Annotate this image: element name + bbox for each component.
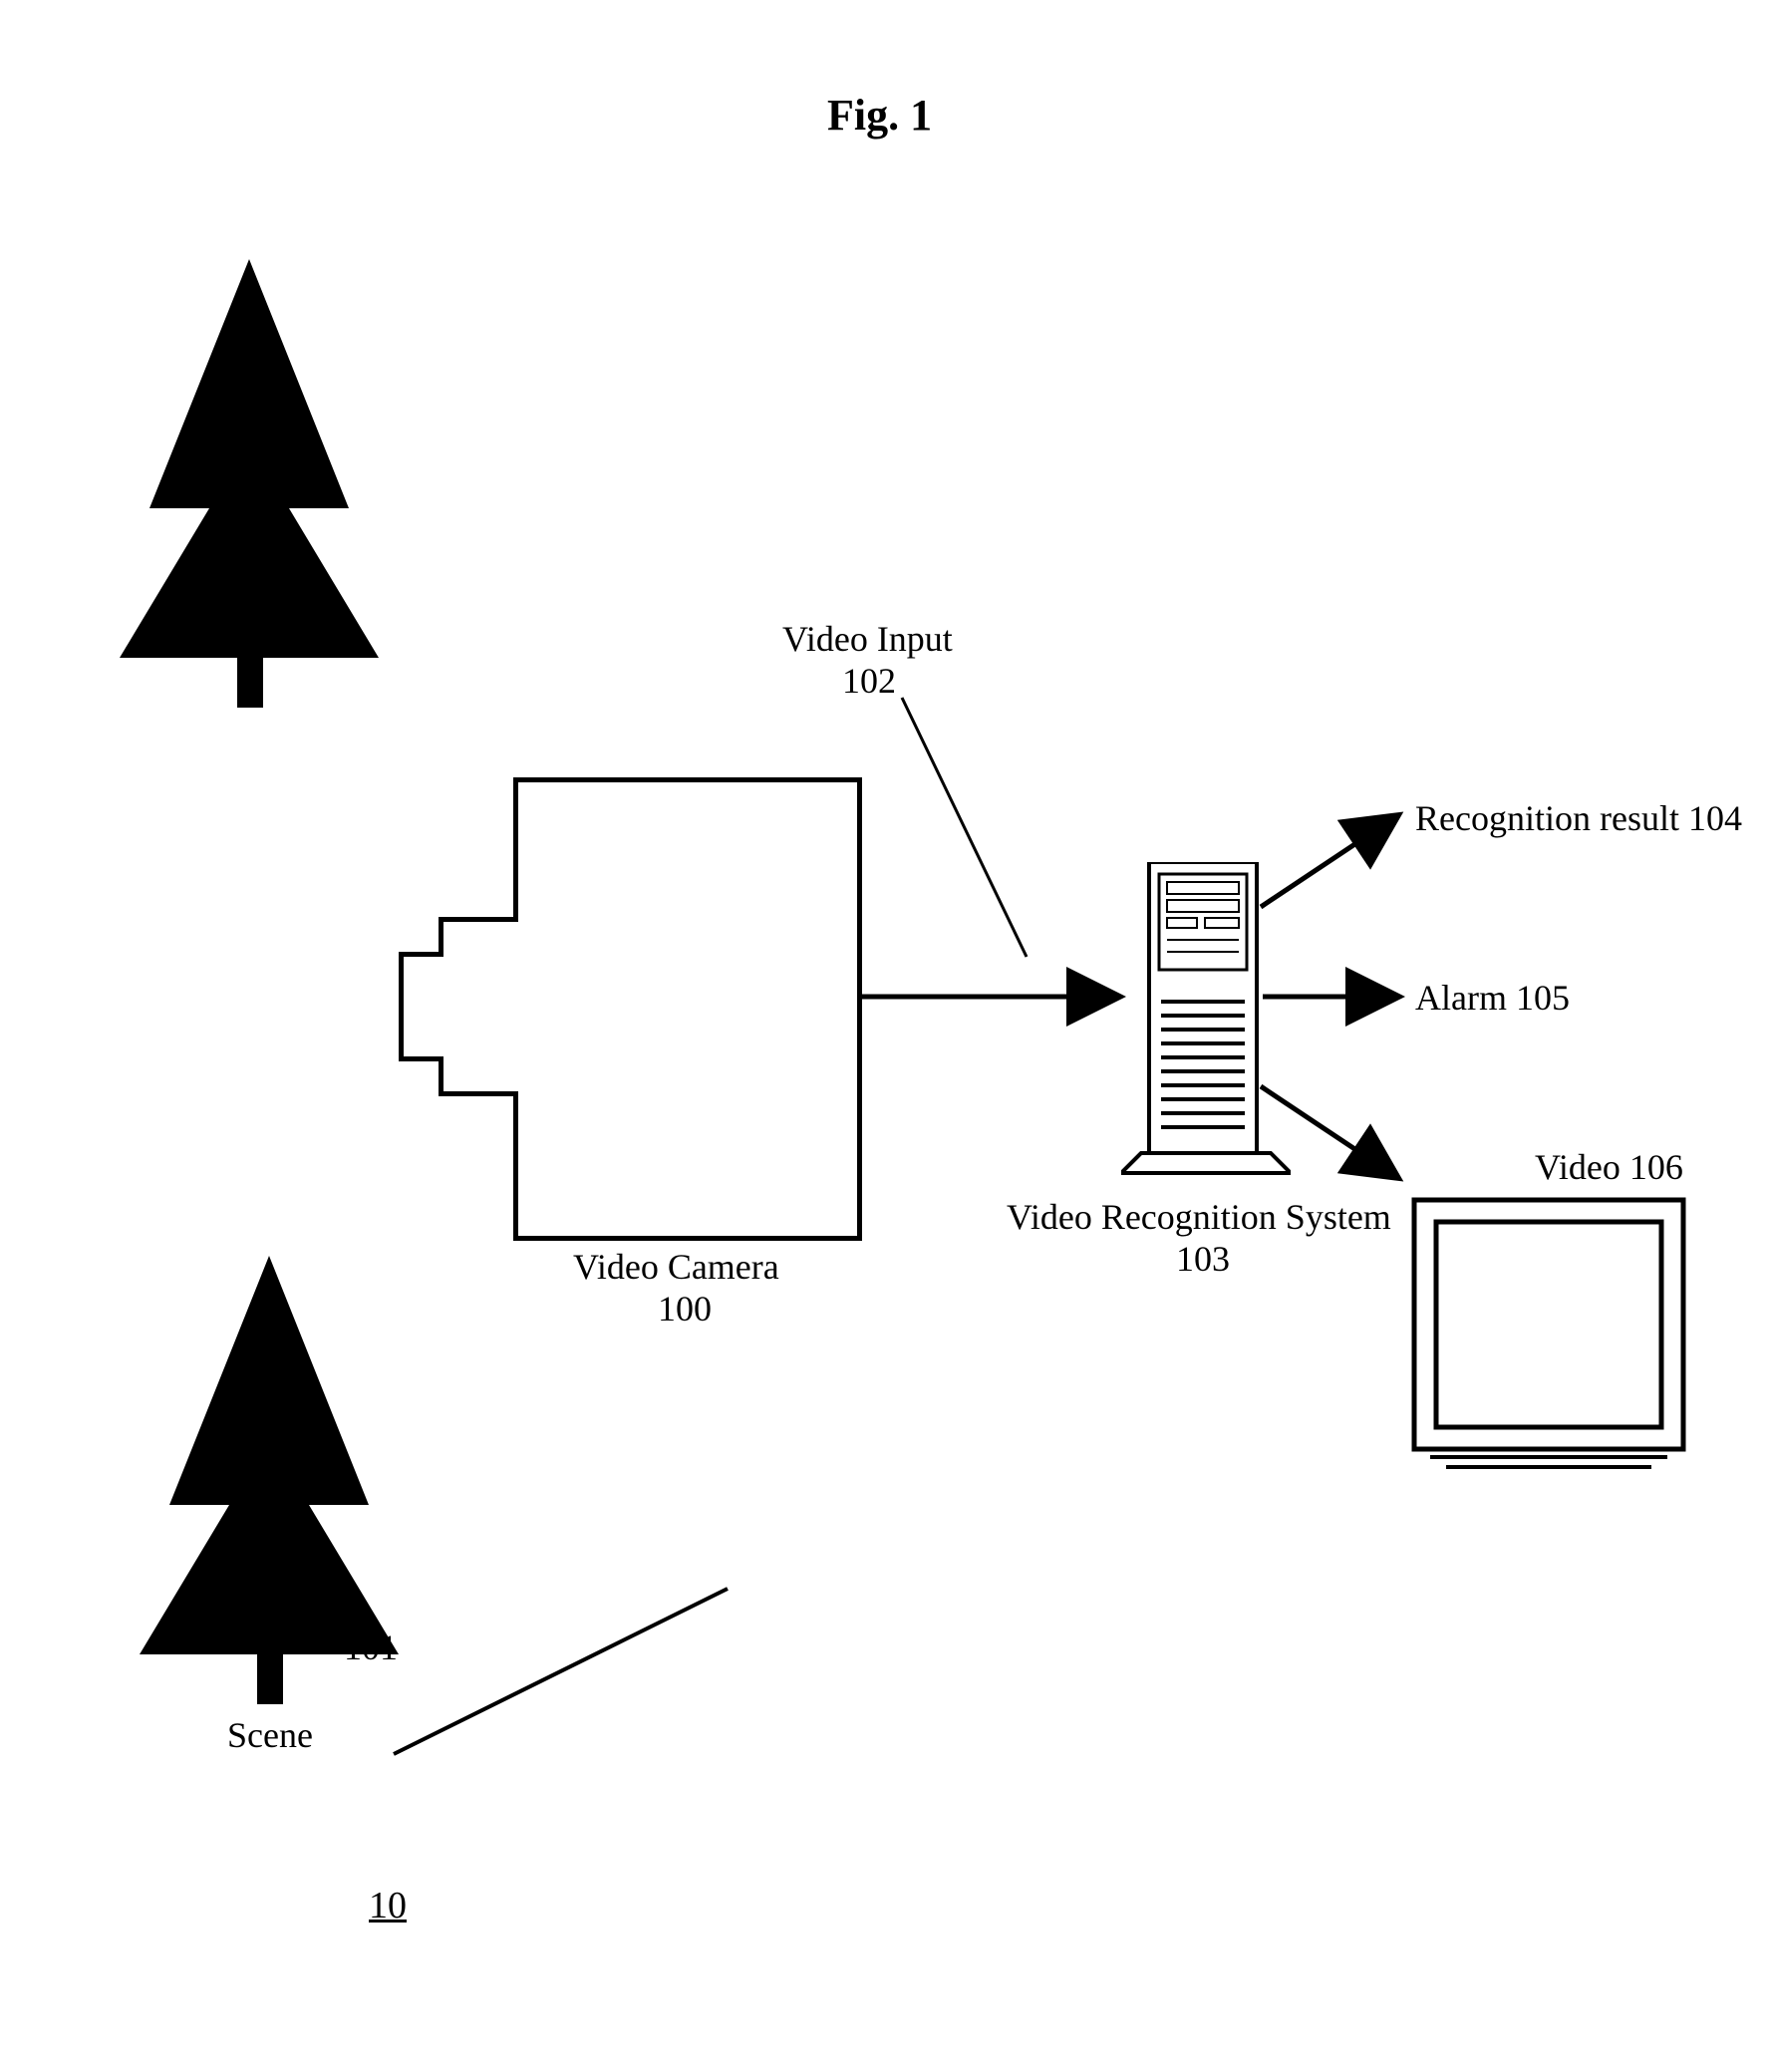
output-recognition-label: Recognition result 104 — [1415, 797, 1742, 839]
output-alarm-label: Alarm 105 — [1415, 977, 1570, 1019]
monitor-icon — [1410, 1196, 1699, 1475]
output-arrows — [0, 0, 1770, 2072]
output-video-label: Video 106 — [1535, 1146, 1683, 1188]
